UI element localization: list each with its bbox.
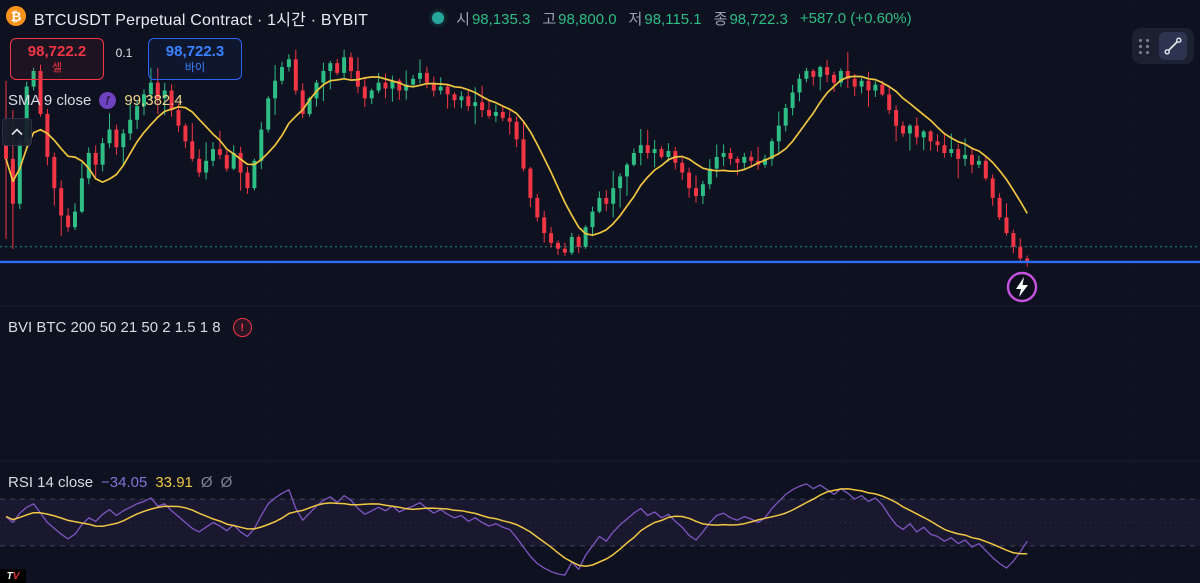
- bvi-label: BVI BTC 200 50 21 50 2 1.5 1 8: [8, 319, 221, 336]
- ohlc-open: 시 98,135.3: [456, 8, 530, 29]
- buy-button[interactable]: 98,722.3 바이: [148, 38, 242, 80]
- ohlc-row: 시 98,135.3 고 98,800.0 저 98,115.1 종 98,72…: [456, 8, 911, 29]
- open-label: 시: [456, 10, 470, 28]
- drag-handle-icon[interactable]: [1139, 38, 1150, 54]
- close-value: 98,722.3: [729, 10, 788, 28]
- flash-order-icon[interactable]: [1004, 269, 1040, 305]
- sma-value: 99,382.4: [124, 92, 183, 109]
- order-qty[interactable]: 0.1: [115, 46, 133, 60]
- chart-header: ₿ BTCUSDT Perpetual Contract · 1시간 · BYB…: [6, 6, 912, 30]
- collapse-toolbar-button[interactable]: [2, 118, 32, 146]
- bvi-indicator-row[interactable]: BVI BTC 200 50 21 50 2 1.5 1 8 !: [8, 318, 252, 337]
- high-label: 고: [542, 10, 557, 28]
- trendline-tool-button[interactable]: [1159, 32, 1187, 60]
- low-label: 저: [628, 10, 643, 28]
- sma-indicator-row[interactable]: SMA 9 close ƒ 99,382.4: [8, 92, 183, 109]
- close-label: 종: [713, 10, 728, 28]
- market-status-dot: [432, 12, 445, 24]
- change-value: +587.0 (+0.60%): [799, 9, 912, 27]
- tradingview-logo[interactable]: T V: [0, 569, 26, 583]
- rsi-hide-icon[interactable]: Ø: [200, 474, 213, 491]
- chevron-up-icon: [11, 128, 23, 136]
- rsi-ma-value: 33.91: [155, 474, 193, 491]
- rsi-label: RSI 14 close: [8, 474, 94, 491]
- symbol-title[interactable]: BTCUSDT Perpetual Contract · 1시간 · BYBIT: [34, 12, 369, 29]
- sell-price: 98,722.2: [27, 42, 87, 60]
- buy-price: 98,722.3: [165, 42, 225, 60]
- ohlc-low: 저 98,115.1: [629, 8, 702, 29]
- rsi-indicator-row[interactable]: RSI 14 close −34.05 33.91 Ø Ø: [8, 474, 232, 491]
- buy-label: 바이: [184, 61, 206, 74]
- ohlc-close: 종 98,722.3: [714, 8, 788, 29]
- rsi-more-icon[interactable]: Ø: [220, 474, 233, 491]
- trendline-icon: [1164, 37, 1182, 55]
- ohlc-high: 고 98,800.0: [542, 8, 616, 29]
- sma-indicator-icon: ƒ: [99, 92, 117, 109]
- high-value: 98,800.0: [558, 10, 617, 28]
- rsi-value: −34.05: [101, 474, 148, 491]
- low-value: 98,115.1: [644, 10, 702, 28]
- indicator-error-icon[interactable]: !: [232, 318, 252, 337]
- sma-label: SMA 9 close: [8, 92, 92, 109]
- open-value: 98,135.3: [471, 10, 531, 28]
- sell-button[interactable]: 98,722.2 셀: [10, 38, 104, 80]
- bitcoin-logo-icon: ₿: [6, 6, 26, 26]
- drawing-toolbar: [1132, 28, 1194, 64]
- sell-label: 셀: [51, 61, 63, 74]
